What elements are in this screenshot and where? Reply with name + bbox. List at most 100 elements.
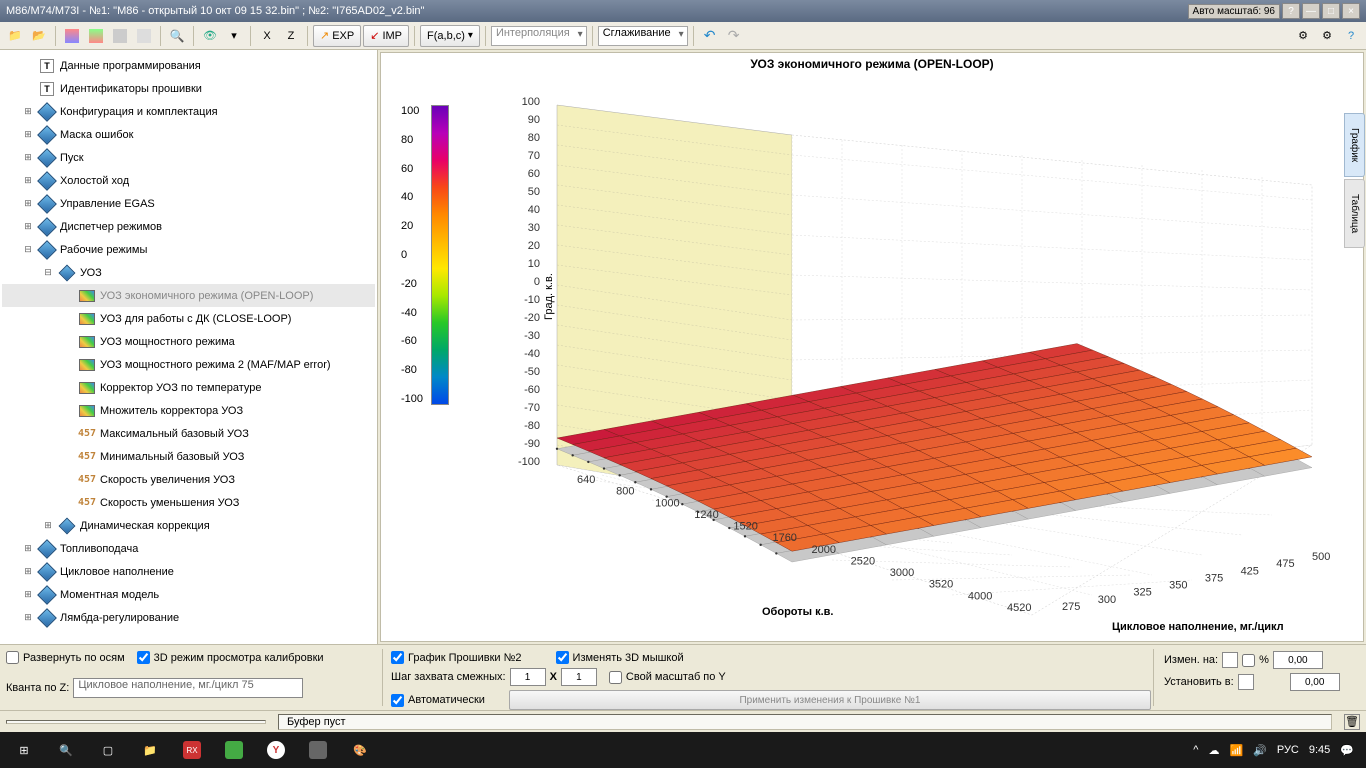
compare-4-button[interactable] bbox=[133, 25, 155, 47]
tree-item[interactable]: УОЗ для работы с ДК (CLOSE-LOOP) bbox=[2, 307, 375, 330]
settings-1-button[interactable]: ⚙ bbox=[1292, 25, 1314, 47]
tray-lang[interactable]: РУС bbox=[1277, 744, 1299, 756]
import-button[interactable]: ↙IMP bbox=[363, 25, 409, 47]
auto-checkbox[interactable] bbox=[391, 694, 404, 707]
tree-expander[interactable]: ⊟ bbox=[42, 267, 54, 278]
tree-expander[interactable]: ⊞ bbox=[22, 129, 34, 140]
settings-2-button[interactable]: ⚙ bbox=[1316, 25, 1338, 47]
tab-graph[interactable]: График bbox=[1344, 113, 1365, 177]
task-view[interactable]: ▢ bbox=[88, 735, 128, 765]
tree-item[interactable]: 457Максимальный базовый УОЗ bbox=[2, 422, 375, 445]
compare-2-button[interactable] bbox=[85, 25, 107, 47]
tree-expander[interactable]: ⊞ bbox=[22, 152, 34, 163]
taskbar-app-6[interactable]: 🎨 bbox=[340, 735, 380, 765]
taskbar-app-4[interactable]: Y bbox=[256, 735, 296, 765]
tree-expander[interactable]: ⊞ bbox=[22, 589, 34, 600]
tree-item[interactable]: TИдентификаторы прошивки bbox=[2, 77, 375, 100]
tree-expander[interactable]: ⊟ bbox=[22, 244, 34, 255]
tree-item[interactable]: ⊞Управление EGAS bbox=[2, 192, 375, 215]
search-taskbar[interactable]: 🔍 bbox=[46, 735, 86, 765]
search-button[interactable]: 🔍 bbox=[166, 25, 188, 47]
tree-expander[interactable]: ⊞ bbox=[22, 175, 34, 186]
tray-time[interactable]: 9:45 bbox=[1309, 744, 1330, 756]
tab-table[interactable]: Таблица bbox=[1344, 179, 1365, 248]
tree-item[interactable]: ⊞Цикловое наполнение bbox=[2, 560, 375, 583]
tree-item[interactable]: ⊞Холостой ход bbox=[2, 169, 375, 192]
change-by-dropdown[interactable] bbox=[1222, 652, 1238, 668]
percent-checkbox[interactable] bbox=[1242, 654, 1255, 667]
taskbar-app-5[interactable] bbox=[298, 735, 338, 765]
open-folder-button[interactable]: 📂 bbox=[28, 25, 50, 47]
tray-cloud-icon[interactable]: ☁ bbox=[1208, 744, 1219, 757]
tree-item[interactable]: Корректор УОЗ по температуре bbox=[2, 376, 375, 399]
tree-item[interactable]: ⊞Пуск bbox=[2, 146, 375, 169]
taskbar-app-3[interactable] bbox=[214, 735, 254, 765]
tray-network-icon[interactable]: 📶 bbox=[1229, 744, 1243, 757]
change-3d-checkbox[interactable] bbox=[556, 651, 569, 664]
tree-expander[interactable]: ⊞ bbox=[22, 612, 34, 623]
tree-item[interactable]: УОЗ мощностного режима bbox=[2, 330, 375, 353]
tree-expander[interactable]: ⊞ bbox=[22, 221, 34, 232]
x-axis-button[interactable]: X bbox=[256, 25, 278, 47]
tree-item[interactable]: TДанные программирования bbox=[2, 54, 375, 77]
tree-expander[interactable]: ⊞ bbox=[22, 566, 34, 577]
tree-item[interactable]: ⊟Рабочие режимы bbox=[2, 238, 375, 261]
tree-item[interactable]: ⊞Топливоподача bbox=[2, 537, 375, 560]
tree-item[interactable]: ⊞Лямбда-регулирование bbox=[2, 606, 375, 629]
tree-item[interactable]: УОЗ мощностного режима 2 (MAF/MAP error) bbox=[2, 353, 375, 376]
help-button[interactable]: ? bbox=[1282, 3, 1300, 19]
taskbar-app-1[interactable]: 📁 bbox=[130, 735, 170, 765]
set-to-dropdown[interactable] bbox=[1238, 674, 1254, 690]
tray-volume-icon[interactable]: 🔊 bbox=[1253, 744, 1267, 757]
calibration-tree[interactable]: TДанные программированияTИдентификаторы … bbox=[0, 50, 378, 644]
change-by-value[interactable] bbox=[1273, 651, 1323, 669]
tree-item[interactable]: Множитель корректора УОЗ bbox=[2, 399, 375, 422]
tray-notifications-icon[interactable]: 💬 bbox=[1340, 744, 1354, 757]
set-to-value[interactable] bbox=[1290, 673, 1340, 691]
chart-3d-area[interactable]: 100806040200-20-40-60-80-100 bbox=[381, 75, 1363, 635]
expand-axes-checkbox[interactable] bbox=[6, 651, 19, 664]
start-button[interactable]: ⊞ bbox=[4, 735, 44, 765]
tree-expander[interactable]: ⊞ bbox=[22, 543, 34, 554]
step-y-input[interactable] bbox=[561, 668, 597, 686]
compare-1-button[interactable] bbox=[61, 25, 83, 47]
interpolation-combo[interactable]: Интерполяция bbox=[491, 26, 587, 46]
step-x-input[interactable] bbox=[510, 668, 546, 686]
view-button[interactable]: 👁 bbox=[199, 25, 221, 47]
tree-expander[interactable]: ⊞ bbox=[42, 520, 54, 531]
z-axis-button[interactable]: Z bbox=[280, 25, 302, 47]
view-dropdown[interactable]: ▾ bbox=[223, 25, 245, 47]
tree-item[interactable]: ⊞Моментная модель bbox=[2, 583, 375, 606]
minimize-button[interactable]: — bbox=[1302, 3, 1320, 19]
quanta-z-combo[interactable]: Цикловое наполнение, мг./цикл 75 bbox=[73, 678, 303, 698]
open-file-button[interactable]: 📁 bbox=[4, 25, 26, 47]
tree-item[interactable]: ⊞Маска ошибок bbox=[2, 123, 375, 146]
tree-item[interactable]: 457Минимальный базовый УОЗ bbox=[2, 445, 375, 468]
tree-item[interactable]: 457Скорость увеличения УОЗ bbox=[2, 468, 375, 491]
taskbar-app-2[interactable]: RX bbox=[172, 735, 212, 765]
trash-icon[interactable]: 🗑 bbox=[1344, 714, 1360, 730]
tree-item[interactable]: ⊟УОЗ bbox=[2, 261, 375, 284]
tree-item[interactable]: УОЗ экономичного режима (OPEN-LOOP) bbox=[2, 284, 375, 307]
close-button[interactable]: × bbox=[1342, 3, 1360, 19]
compare-3-button[interactable] bbox=[109, 25, 131, 47]
mode-3d-checkbox[interactable] bbox=[137, 651, 150, 664]
tray-up-icon[interactable]: ^ bbox=[1193, 744, 1198, 756]
tree-item[interactable]: ⊞Конфигурация и комплектация bbox=[2, 100, 375, 123]
tree-expander[interactable]: ⊞ bbox=[22, 198, 34, 209]
help-toolbar-button[interactable]: ? bbox=[1340, 25, 1362, 47]
apply-changes-button[interactable]: Применить изменения к Прошивке №1 bbox=[509, 690, 1151, 710]
own-scale-y-checkbox[interactable] bbox=[609, 671, 622, 684]
redo-button[interactable]: ↷ bbox=[723, 25, 745, 47]
tree-item[interactable]: 457Скорость уменьшения УОЗ bbox=[2, 491, 375, 514]
smoothing-combo[interactable]: Сглаживание bbox=[598, 26, 688, 46]
graph-fw2-checkbox[interactable] bbox=[391, 651, 404, 664]
tree-item[interactable]: ⊞Диспетчер режимов bbox=[2, 215, 375, 238]
tree-item[interactable]: ⊞Динамическая коррекция bbox=[2, 514, 375, 537]
export-button[interactable]: ↗EXP bbox=[313, 25, 361, 47]
surface-plot[interactable]: 1009080706050403020100-10-20-30-40-50-60… bbox=[381, 75, 1363, 635]
function-button[interactable]: F(a,b,c) ▾ bbox=[420, 25, 480, 47]
maximize-button[interactable]: □ bbox=[1322, 3, 1340, 19]
tree-expander[interactable]: ⊞ bbox=[22, 106, 34, 117]
undo-button[interactable]: ↶ bbox=[699, 25, 721, 47]
